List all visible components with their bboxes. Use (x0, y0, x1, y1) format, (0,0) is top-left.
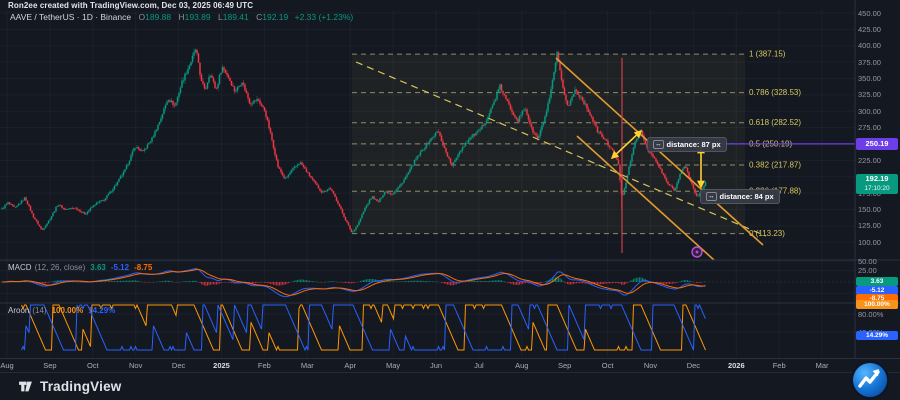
time-axis-label: Sep (558, 361, 572, 370)
time-axis-label: Sep (43, 361, 57, 370)
high-value: 193.89 (184, 12, 211, 22)
time-axis-label: Aug (0, 361, 14, 370)
distance-text-2: distance: 84 px (719, 192, 774, 201)
current-price-value: 192.19 (865, 174, 889, 183)
price-axis-label: 125.00 (858, 221, 881, 231)
distance-tooltip-2: ↔ distance: 84 px (700, 189, 780, 204)
price-axis-label: 400.00 (858, 41, 881, 51)
time-axis-label: Nov (129, 361, 143, 370)
indicator-value: -5.12 (110, 263, 130, 272)
distance-text-1: distance: 87 px (666, 140, 721, 149)
current-price-badge: 192.19 17:10:20 (856, 174, 898, 194)
price-axis-label: 425.00 (858, 24, 881, 34)
time-axis-label: Oct (601, 361, 614, 370)
time-axis-label: Dec (686, 361, 701, 370)
indicator-value: -8.75 (134, 263, 153, 272)
change-value: +2.33 (+1.23%) (294, 12, 354, 22)
fib-level-label: 0.382 (217.87) (749, 161, 801, 170)
macd-title: MACD (8, 263, 32, 272)
aroon-value-badge: 100.00% (856, 300, 898, 309)
aroon-title: Aroon (8, 306, 30, 315)
close-value: 192.19 (262, 12, 289, 22)
publish-watermark: Ron2ee created with TradingView.com, Dec… (8, 1, 254, 10)
time-axis-label: Feb (772, 361, 786, 370)
time-axis-label: May (386, 361, 401, 370)
macd-legend[interactable]: MACD (12, 26, close) 3.63 -5.12 -8.75 (8, 263, 152, 272)
time-axis-label: Jun (429, 361, 443, 370)
distance-tooltip-1: ↔ distance: 87 px (647, 137, 727, 152)
time-axis[interactable]: Aug Sep Oct Nov Dec 2025 Feb Mar Apr May Jun Jul Aug… (0, 358, 900, 373)
aroon-series[interactable] (21, 303, 706, 352)
macd-series[interactable] (1, 268, 707, 298)
fib-level-label: 0 (113.23) (749, 229, 785, 238)
time-axis-label: Nov (643, 361, 658, 370)
tradingview-logo-icon (19, 381, 32, 392)
open-label: O (138, 12, 146, 22)
price-axis-label: 325.00 (858, 90, 881, 100)
time-axis-label: Feb (257, 361, 271, 370)
price-axis-label: 100.00 (858, 237, 881, 247)
macd-params: (12, 26, close) (34, 263, 86, 272)
fib-level-price-badge: 250.19 (856, 138, 898, 150)
time-axis-label: Dec (171, 361, 186, 370)
price-axis-label: 350.00 (858, 74, 881, 83)
price-axis-label: 375.00 (858, 57, 881, 67)
low-value: 189.41 (222, 12, 249, 22)
macd-axis-label: 25.00 (858, 266, 877, 276)
high-label: H (178, 12, 185, 22)
aroon-value-badge: 14.29% (856, 331, 898, 340)
price-axis-label: 300.00 (858, 106, 881, 116)
double-arrow-icon: ↔ (706, 192, 717, 201)
macd-axis-label: 50.00 (858, 256, 877, 266)
price-axis-label: 275.00 (858, 123, 881, 133)
indicator-value: 14.29% (88, 306, 116, 315)
symbol-title[interactable]: AAVE / TetherUS · 1D · Binance (10, 12, 132, 22)
channel-lower-line[interactable] (576, 135, 715, 261)
fib-level-label: 0.786 (328.53) (749, 88, 801, 97)
macd-value-badge: -5.12 (856, 285, 898, 295)
open-value: 189.88 (145, 12, 172, 22)
price-axis-label: 150.00 (858, 205, 881, 214)
time-axis-label: Mar (815, 361, 829, 370)
candlestick-series[interactable] (1, 48, 707, 234)
price-axis-label: 225.00 (858, 155, 881, 165)
low-label: L (218, 12, 223, 22)
fib-level-label: 1 (387.15) (749, 50, 786, 59)
bar-countdown: 17:10:20 (864, 185, 890, 192)
close-label: C (256, 12, 263, 22)
dashed-trendline[interactable] (355, 61, 767, 237)
price-axis-label: 450.00 (858, 8, 881, 18)
aroon-legend[interactable]: Aroon (14) 100.00% 14.29% (8, 306, 115, 315)
measure-arrow-1[interactable] (610, 129, 643, 160)
tradingview-brand-link[interactable]: TradingView (18, 379, 121, 394)
time-axis-label: Oct (86, 361, 99, 370)
macd-value-badge: 3.63 (856, 277, 898, 286)
double-arrow-icon: ↔ (653, 140, 664, 149)
fib-level-label: 0.618 (282.52) (749, 118, 801, 127)
symbol-legend[interactable]: AAVE / TetherUS · 1D · Binance O189.88 H… (10, 12, 353, 22)
aroon-axis-label: 80.00% (858, 309, 884, 319)
bottom-toolbar: TradingView (0, 372, 900, 400)
tradingview-wordmark: TradingView (40, 379, 122, 394)
time-axis-label: 2025 (213, 361, 230, 370)
time-axis-label: Apr (344, 361, 357, 370)
chart-canvas[interactable]: 1 (387.15) 0.786 (328.53) 0.618 (282.52) 0.… (0, 0, 900, 358)
aroon-params: (14) (32, 306, 47, 315)
macd-value-badge: -8.75 (856, 294, 898, 303)
indicator-value: 3.63 (90, 263, 106, 272)
time-axis-label: 2026 (727, 361, 745, 370)
publisher-avatar-logo[interactable] (848, 358, 892, 400)
time-axis-label: Aug (515, 361, 529, 370)
time-axis-label: Jul (474, 361, 484, 370)
time-axis-label: Mar (300, 361, 314, 370)
indicator-value: 100.00% (51, 306, 84, 315)
